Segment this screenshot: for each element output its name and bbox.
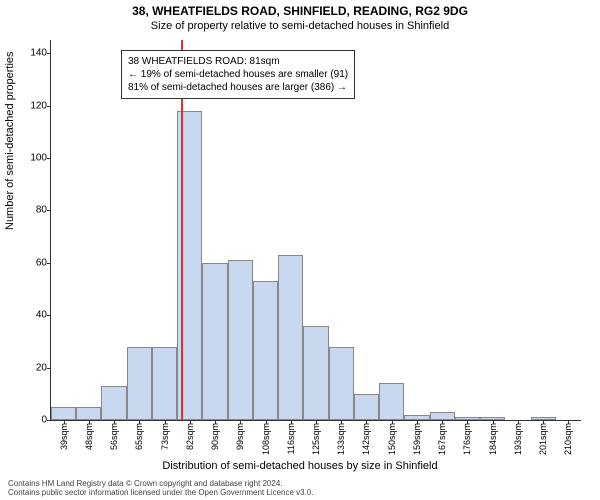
plot-area: 38 WHEATFIELDS ROAD: 81sqm ← 19% of semi… [50, 40, 581, 421]
x-tick-label: 133sqm [336, 423, 346, 463]
y-tick-label: 20 [21, 362, 47, 373]
y-tick-label: 80 [21, 205, 47, 216]
y-tick-label: 120 [21, 100, 47, 111]
histogram-bar [430, 412, 455, 420]
x-tick-label: 184sqm [488, 423, 498, 463]
x-tick-label: 167sqm [437, 423, 447, 463]
footer: Contains HM Land Registry data © Crown c… [8, 479, 592, 498]
histogram-bar [354, 394, 379, 420]
annotation-line1: 38 WHEATFIELDS ROAD: 81sqm [128, 55, 348, 68]
x-tick-label: 65sqm [134, 423, 144, 463]
histogram-bar [202, 263, 227, 420]
chart-subtitle: Size of property relative to semi-detach… [0, 18, 600, 34]
histogram-bar [379, 383, 404, 420]
histogram-bar [329, 347, 354, 420]
y-tick-label: 100 [21, 152, 47, 163]
histogram-bar [253, 281, 278, 420]
x-tick-label: 39sqm [59, 423, 69, 463]
annotation-line3: 81% of semi-detached houses are larger (… [128, 81, 348, 94]
x-tick-label: 82sqm [185, 423, 195, 463]
x-axis-label: Distribution of semi-detached houses by … [0, 460, 600, 472]
chart-title: 38, WHEATFIELDS ROAD, SHINFIELD, READING… [0, 0, 600, 18]
annotation-box: 38 WHEATFIELDS ROAD: 81sqm ← 19% of semi… [121, 50, 355, 99]
y-tick-label: 0 [21, 415, 47, 426]
x-tick-label: 201sqm [538, 423, 548, 463]
x-tick-label: 176sqm [462, 423, 472, 463]
histogram-bar [76, 407, 101, 420]
x-tick-label: 108sqm [261, 423, 271, 463]
y-tick-label: 40 [21, 310, 47, 321]
chart-container: 38, WHEATFIELDS ROAD, SHINFIELD, READING… [0, 0, 600, 500]
x-tick-label: 73sqm [160, 423, 170, 463]
x-tick-label: 125sqm [311, 423, 321, 463]
histogram-bar [152, 347, 177, 420]
histogram-bar [51, 407, 76, 420]
histogram-bar [278, 255, 303, 420]
x-tick-label: 193sqm [513, 423, 523, 463]
x-tick-label: 210sqm [563, 423, 573, 463]
x-tick-label: 159sqm [412, 423, 422, 463]
y-tick-label: 140 [21, 48, 47, 59]
y-axis-label: Number of semi-detached properties [4, 51, 16, 230]
histogram-bar [303, 326, 328, 420]
x-tick-label: 99sqm [235, 423, 245, 463]
y-tick-label: 60 [21, 257, 47, 268]
histogram-bar [127, 347, 152, 420]
x-tick-label: 116sqm [286, 423, 296, 463]
x-tick-label: 56sqm [109, 423, 119, 463]
footer-line2: Contains public sector information licen… [8, 488, 592, 498]
annotation-line2: ← 19% of semi-detached houses are smalle… [128, 68, 348, 81]
x-tick-label: 142sqm [361, 423, 371, 463]
x-tick-label: 150sqm [387, 423, 397, 463]
x-tick-label: 48sqm [84, 423, 94, 463]
histogram-bar [228, 260, 253, 420]
footer-line1: Contains HM Land Registry data © Crown c… [8, 479, 592, 489]
histogram-bar [101, 386, 126, 420]
x-tick-label: 90sqm [210, 423, 220, 463]
